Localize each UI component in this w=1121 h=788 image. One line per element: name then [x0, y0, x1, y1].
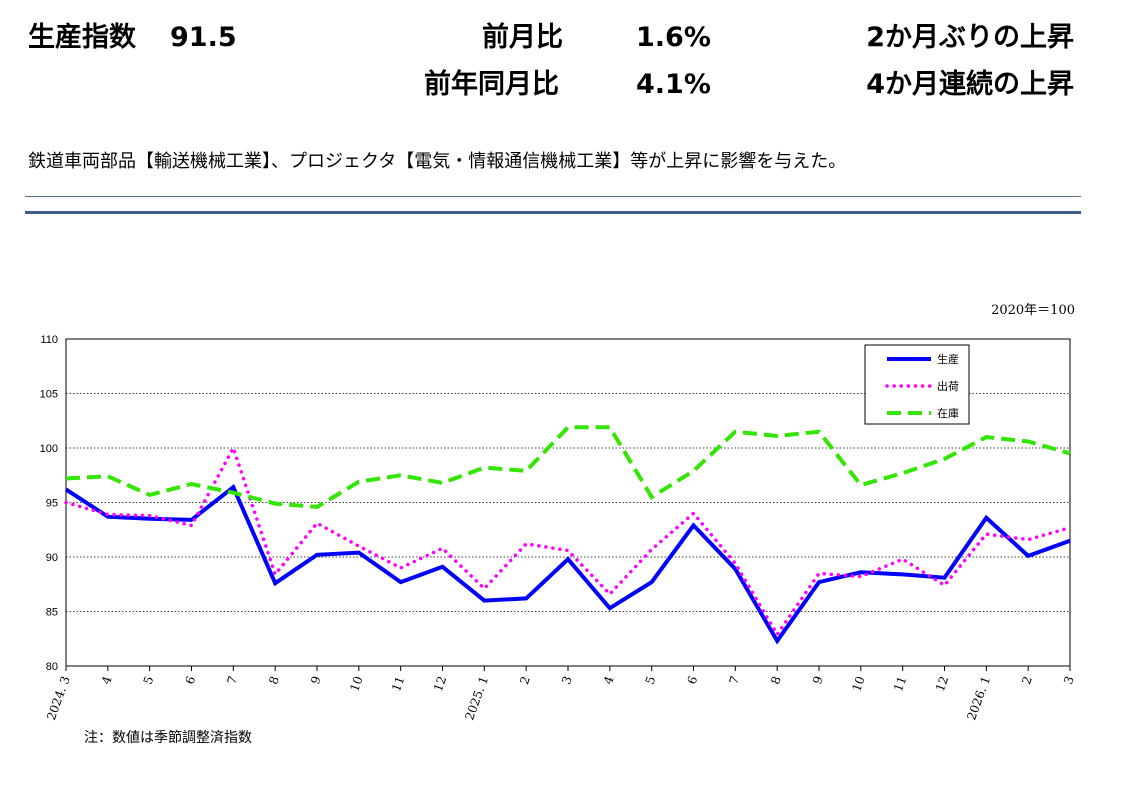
yoy-label: 前年同月比: [424, 69, 559, 100]
x-tick-label: 9: [308, 674, 324, 686]
x-tick-label: 5: [141, 674, 157, 686]
x-tick-label: 12: [933, 674, 951, 693]
x-tick-label: 5: [643, 674, 659, 686]
divider-thick: [25, 211, 1081, 214]
legend-label-2: 出荷: [937, 379, 959, 393]
x-tick-label: 2: [517, 674, 533, 686]
y-tick-label: 110: [40, 334, 58, 346]
x-tick-label: 8: [266, 674, 282, 686]
legend-label-1: 生産: [937, 352, 959, 366]
x-tick-label: 2: [1019, 674, 1035, 686]
y-tick-label: 105: [40, 389, 58, 401]
unit-note: 2020年＝100: [991, 303, 1075, 318]
x-tick-label: 6: [685, 674, 701, 686]
x-tick-label: 2024. 3: [44, 674, 73, 722]
x-tick-label: 11: [389, 674, 407, 693]
index-label: 生産指数: [28, 22, 136, 53]
x-tick-label: 9: [810, 674, 826, 686]
x-tick-label: 3: [1061, 674, 1077, 686]
y-tick-label: 100: [40, 443, 58, 455]
x-tick-label: 12: [431, 674, 449, 693]
y-tick-label: 90: [46, 552, 58, 564]
yoy-comment: 4か月連続の上昇: [866, 69, 1074, 100]
mom-label: 前月比: [482, 22, 563, 53]
x-tick-label: 11: [891, 674, 909, 693]
x-tick-label: 8: [768, 674, 784, 686]
x-tick-label: 10: [347, 674, 365, 693]
legend-label-3: 在庫: [937, 406, 959, 420]
footnote: 注：数値は季節調整済指数: [84, 730, 252, 746]
x-tick-label: 10: [849, 674, 867, 693]
yoy-value: 4.1%: [636, 69, 711, 100]
series-line-3: [65, 425, 1071, 509]
x-tick-label: 6: [183, 674, 199, 686]
x-tick-label: 7: [224, 674, 240, 686]
mom-comment: 2か月ぶりの上昇: [866, 22, 1074, 53]
y-tick-label: 85: [46, 607, 58, 619]
mom-value: 1.6%: [636, 22, 711, 53]
x-tick-label: 4: [99, 674, 115, 686]
index-value: 91.5: [170, 22, 237, 53]
description-text: 鉄道車両部品【輸送機械工業】、プロジェクタ【電気・情報通信機械工業】等が上昇に影…: [28, 151, 847, 172]
divider-thin: [25, 196, 1081, 197]
series-line-2: [64, 443, 1072, 638]
x-tick-label: 2026. 1: [964, 674, 993, 722]
x-tick-label: 3: [559, 674, 575, 686]
x-tick-label: 2025. 1: [462, 674, 491, 722]
y-tick-label: 95: [46, 498, 58, 510]
y-tick-label: 80: [46, 661, 58, 673]
series-line-1: [64, 484, 1071, 645]
x-tick-label: 7: [726, 674, 742, 686]
x-tick-label: 4: [601, 674, 617, 686]
